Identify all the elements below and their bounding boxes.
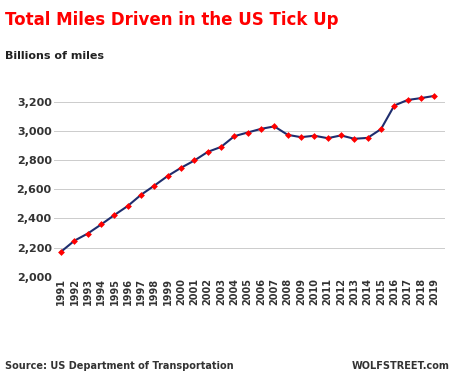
Text: Total Miles Driven in the US Tick Up: Total Miles Driven in the US Tick Up [5, 11, 338, 29]
Point [151, 183, 158, 189]
Point [71, 238, 78, 244]
Text: Source: US Department of Transportation: Source: US Department of Transportation [5, 362, 233, 371]
Point [297, 134, 305, 140]
Point [337, 132, 345, 138]
Point [58, 249, 65, 255]
Point [311, 133, 318, 139]
Point [431, 93, 438, 99]
Point [417, 95, 424, 101]
Point [377, 126, 385, 132]
Point [350, 136, 358, 142]
Point [231, 133, 238, 139]
Point [244, 130, 252, 136]
Point [164, 173, 171, 179]
Point [364, 135, 371, 141]
Text: WOLFSTREET.com: WOLFSTREET.com [351, 362, 449, 371]
Point [204, 149, 212, 155]
Point [84, 230, 91, 236]
Point [138, 192, 145, 198]
Point [271, 123, 278, 129]
Text: Billions of miles: Billions of miles [5, 51, 104, 61]
Point [124, 203, 131, 209]
Point [284, 132, 291, 138]
Point [98, 221, 105, 227]
Point [257, 126, 265, 132]
Point [324, 135, 331, 141]
Point [217, 144, 225, 150]
Point [404, 97, 411, 103]
Point [390, 102, 398, 108]
Point [178, 165, 185, 171]
Point [111, 212, 118, 218]
Point [191, 157, 198, 163]
